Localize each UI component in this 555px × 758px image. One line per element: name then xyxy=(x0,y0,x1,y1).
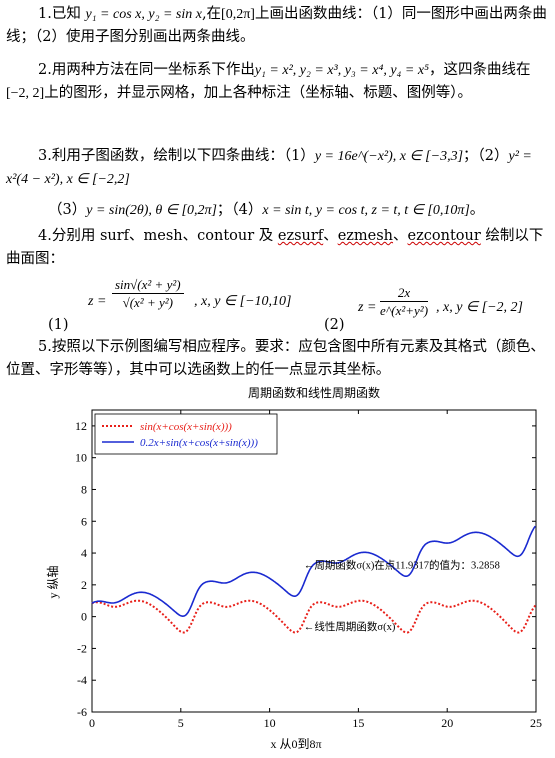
q4-formula-1-label: (1) xyxy=(48,317,69,333)
q1-lead: 1.已知 xyxy=(38,6,81,22)
q3-label-4: ；（4） xyxy=(216,202,263,218)
y-tick-label: 6 xyxy=(81,514,87,528)
annotation-1: ←周期函数σ(x)在点11.9317的值为：3.2858 xyxy=(304,558,500,571)
q4-formula-2-numerator: 2x xyxy=(380,284,429,302)
q3-label-3: （3） xyxy=(48,202,87,218)
y-tick-label: 8 xyxy=(81,482,87,496)
y-tick-label: 12 xyxy=(75,419,87,433)
series-line-2 xyxy=(91,525,536,618)
q3-end: 。 xyxy=(469,202,485,218)
q4-sep-2: 、 xyxy=(393,228,408,244)
question-5: 5.按照以下示例图编写相应程序。要求：应包含图中所有元素及其格式（颜色、位置、字… xyxy=(6,336,551,382)
question-3-line-2: （3）y = sin(2θ), θ ∈ [0,2π]；（4）x = sin t,… xyxy=(48,199,548,222)
plot-frame xyxy=(91,409,537,713)
example-chart: 周期函数和线性周期函数 y 纵轴 x 从0到8π 0 5 10 15 20 25 -6 -4-… xyxy=(44,384,550,754)
y-tick-label: 0 xyxy=(81,610,87,624)
y-tick-label: -2 xyxy=(77,641,87,655)
x-tick-label: 25 xyxy=(530,716,542,730)
question-1: 1.已知 y₁ = cos x, y₂ = sin x,在[0,2π]上画出函数… xyxy=(6,3,551,49)
q2-functions: y₁ = x², y₂ = x³, y₃ = x⁴, y₄ = x⁵ xyxy=(254,63,429,78)
q4-formula-2-lhs: z = xyxy=(358,300,377,315)
q4-lead: 4.分别用 surf、mesh、contour 及 xyxy=(38,228,278,244)
q3-curve-4: x = sin t, y = cos t, z = t, t ∈ [0,10π] xyxy=(262,203,470,218)
q5-text: 5.按照以下示例图编写相应程序。要求：应包含图中所有元素及其格式（颜色、位置、字… xyxy=(6,339,545,378)
annotation-2: ←线性周期函数σ(x) xyxy=(304,620,396,633)
q2-mid: ，这四条曲线在 xyxy=(428,62,531,78)
y-tick-label: 2 xyxy=(81,578,87,592)
q4-ezsurf: ezsurf xyxy=(277,228,324,244)
y-tick-label: -4 xyxy=(77,673,87,687)
x-tick-label: 10 xyxy=(264,716,276,730)
q4-ezcontour: ezcontour xyxy=(407,228,481,244)
q2-lead: 2.用两种方法在同一坐标系下作出 xyxy=(38,62,255,78)
q2-tail: 上的图形，并显示网格，加上各种标注（坐标轴、标题、图例等）。 xyxy=(44,85,472,101)
y-tick-label: 4 xyxy=(81,546,87,560)
chart-svg: 周期函数和线性周期函数 y 纵轴 x 从0到8π 0 5 10 15 20 25-6-4-… xyxy=(45,385,542,751)
question-4: 4.分别用 surf、mesh、contour 及 ezsurf、ezmesh、… xyxy=(6,225,551,271)
chart-title: 周期函数和线性周期函数 xyxy=(248,385,380,400)
q3-sep-2: ；（2） xyxy=(463,148,509,164)
q4-formula-2-denominator: e^(x²+y²) xyxy=(380,303,429,318)
y-tick-label: -6 xyxy=(77,705,87,719)
q4-tail: 绘制以下曲面图： xyxy=(6,228,544,267)
q4-formula-2-label: (2) xyxy=(324,317,345,333)
x-tick-label: 15 xyxy=(352,716,364,730)
q3-curve-3: y = sin(2θ), θ ∈ [0,2π] xyxy=(86,203,217,218)
q1-tail: 上画出函数曲线：（1）同一图形中画出两条曲线；（2）使用子图分别画出两条曲线。 xyxy=(6,6,547,45)
legend-label-2: 0.2x+sin(x+cos(x+sin(x))) xyxy=(140,437,258,449)
q4-formula-1-lhs: z = xyxy=(88,294,107,309)
q4-ezmesh: ezmesh xyxy=(337,228,394,244)
x-axis-label: x 从0到8π xyxy=(270,737,321,751)
q4-formula-1-range: , x, y ∈ [−10,10] xyxy=(194,294,292,309)
q4-formula-2-fraction: 2x e^(x²+y²) xyxy=(380,284,429,319)
y-tick-label: 10 xyxy=(75,451,87,465)
y-axis-label: y 纵轴 xyxy=(45,565,60,598)
q4-sep-1: 、 xyxy=(323,228,338,244)
x-tick-label: 0 xyxy=(89,716,95,730)
q1-mid: ,在 xyxy=(201,6,222,22)
legend-label-1: sin(x+cos(x+sin(x))) xyxy=(140,421,232,433)
question-3: 3.利用子图函数，绘制以下四条曲线：（1）y = 16e^(−x²), x ∈ … xyxy=(6,145,551,191)
q4-formula-1-denominator: √(x² + y²) xyxy=(122,295,173,310)
x-tick-label: 20 xyxy=(441,716,453,730)
legend-box xyxy=(94,413,278,455)
q3-lead: 3.利用子图函数，绘制以下四条曲线：（1） xyxy=(38,148,315,164)
q1-interval: [0,2π] xyxy=(221,7,255,22)
q3-curve-2: y² = x²(4 − x²), x ∈ [−2,2] xyxy=(6,149,532,187)
q4-formula-1-numerator: sin√(x² + y²) xyxy=(112,276,184,294)
q3-curve-1: y = 16e^(−x²), x ∈ [−3,3] xyxy=(314,149,464,164)
q4-formula-2-range: , x, y ∈ [−2, 2] xyxy=(436,300,523,315)
question-2: 2.用两种方法在同一坐标系下作出y₁ = x², y₂ = x³, y₃ = x… xyxy=(6,59,551,105)
q4-formula-1: (1) z = sin√(x² + y²) √(x² + y²) , x, y … xyxy=(6,276,306,334)
q4-formula-2: (2) z = 2x e^(x²+y²) , x, y ∈ [−2, 2] xyxy=(300,284,550,336)
x-tick-label: 5 xyxy=(178,716,184,730)
q1-functions: y₁ = cos x, y₂ = sin x xyxy=(85,7,202,22)
q4-formula-1-fraction: sin√(x² + y²) √(x² + y²) xyxy=(112,276,184,311)
q2-interval: [−2, 2] xyxy=(6,86,45,101)
series-line-1 xyxy=(91,599,537,634)
